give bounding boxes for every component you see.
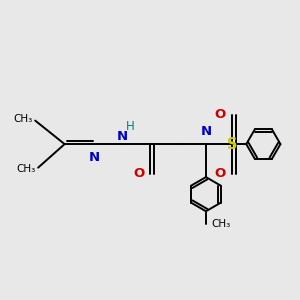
Text: O: O	[134, 167, 145, 180]
Text: H: H	[126, 120, 134, 133]
Text: N: N	[200, 125, 211, 138]
Text: O: O	[215, 108, 226, 121]
Text: CH₃: CH₃	[211, 220, 230, 230]
Text: N: N	[116, 130, 128, 142]
Text: CH₃: CH₃	[16, 164, 35, 174]
Text: N: N	[88, 151, 100, 164]
Text: S: S	[227, 136, 238, 152]
Text: O: O	[215, 167, 226, 180]
Text: CH₃: CH₃	[13, 114, 32, 124]
